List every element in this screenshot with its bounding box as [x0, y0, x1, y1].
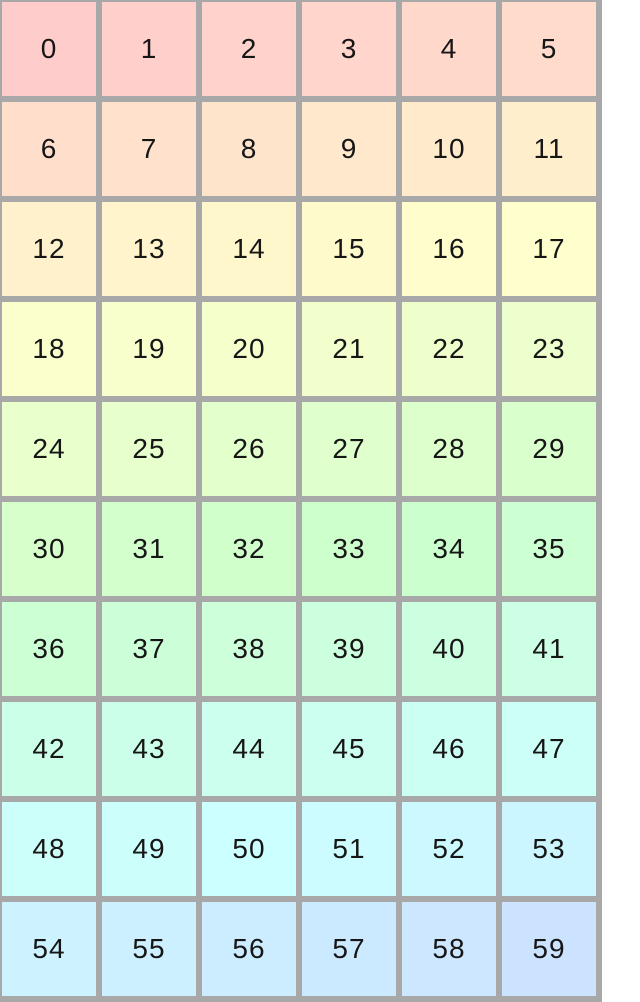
grid-cell-25: 25	[102, 402, 196, 496]
grid-cell-38: 38	[202, 602, 296, 696]
grid-cell-29: 29	[502, 402, 596, 496]
grid-cell-33: 33	[302, 502, 396, 596]
grid-cell-31: 31	[102, 502, 196, 596]
grid-cell-10: 10	[402, 102, 496, 196]
grid-cell-0: 0	[2, 2, 96, 96]
grid-cell-50: 50	[202, 802, 296, 896]
grid-cell-36: 36	[2, 602, 96, 696]
grid-cell-26: 26	[202, 402, 296, 496]
grid-cell-46: 46	[402, 702, 496, 796]
grid-cell-41: 41	[502, 602, 596, 696]
grid-cell-34: 34	[402, 502, 496, 596]
grid-cell-44: 44	[202, 702, 296, 796]
color-grid: 0 1 2 3 4 5 6 7 8 9 10 11 12 13 14 15 16 17 18 19 20 21 22 23 24…	[0, 0, 602, 1002]
grid-cell-51: 51	[302, 802, 396, 896]
grid-cell-35: 35	[502, 502, 596, 596]
grid-cell-40: 40	[402, 602, 496, 696]
grid-cell-48: 48	[2, 802, 96, 896]
grid-cell-57: 57	[302, 902, 396, 996]
grid-cell-13: 13	[102, 202, 196, 296]
grid-cell-42: 42	[2, 702, 96, 796]
grid-cell-18: 18	[2, 302, 96, 396]
grid-cell-9: 9	[302, 102, 396, 196]
grid-cell-8: 8	[202, 102, 296, 196]
grid-cell-28: 28	[402, 402, 496, 496]
grid-cell-27: 27	[302, 402, 396, 496]
grid-cell-1: 1	[102, 2, 196, 96]
grid-cell-15: 15	[302, 202, 396, 296]
grid-cell-22: 22	[402, 302, 496, 396]
grid-cell-56: 56	[202, 902, 296, 996]
grid-cell-3: 3	[302, 2, 396, 96]
grid-cell-6: 6	[2, 102, 96, 196]
grid-cell-19: 19	[102, 302, 196, 396]
grid-cell-39: 39	[302, 602, 396, 696]
grid-cell-20: 20	[202, 302, 296, 396]
grid-cell-58: 58	[402, 902, 496, 996]
grid-cell-7: 7	[102, 102, 196, 196]
grid-cell-47: 47	[502, 702, 596, 796]
grid-cell-12: 12	[2, 202, 96, 296]
grid-cell-2: 2	[202, 2, 296, 96]
grid-cell-21: 21	[302, 302, 396, 396]
grid-cell-49: 49	[102, 802, 196, 896]
grid-cell-30: 30	[2, 502, 96, 596]
grid-cell-54: 54	[2, 902, 96, 996]
grid-cell-53: 53	[502, 802, 596, 896]
grid-cell-24: 24	[2, 402, 96, 496]
grid-cell-4: 4	[402, 2, 496, 96]
grid-cell-59: 59	[502, 902, 596, 996]
page: { "colors": { "page_background": "#fffff…	[0, 0, 602, 1002]
grid-cell-5: 5	[502, 2, 596, 96]
grid-cell-45: 45	[302, 702, 396, 796]
grid-cell-52: 52	[402, 802, 496, 896]
grid-cell-11: 11	[502, 102, 596, 196]
grid-cell-17: 17	[502, 202, 596, 296]
grid-cell-37: 37	[102, 602, 196, 696]
grid-cell-32: 32	[202, 502, 296, 596]
grid-cell-23: 23	[502, 302, 596, 396]
grid-cell-16: 16	[402, 202, 496, 296]
grid-cell-55: 55	[102, 902, 196, 996]
grid-cell-43: 43	[102, 702, 196, 796]
grid-cell-14: 14	[202, 202, 296, 296]
